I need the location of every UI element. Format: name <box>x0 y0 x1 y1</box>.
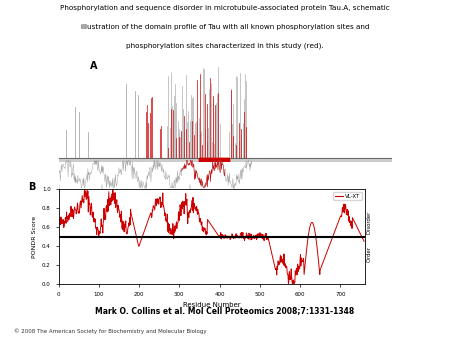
Text: A: A <box>90 61 97 71</box>
Y-axis label: Order        Disorder: Order Disorder <box>367 211 372 262</box>
Text: illustration of the domain profile of Tau with all known phosphorylation sites a: illustration of the domain profile of Ta… <box>81 24 369 30</box>
Text: B: B <box>28 182 35 192</box>
Text: Mark O. Collins et al. Mol Cell Proteomics 2008;7:1331-1348: Mark O. Collins et al. Mol Cell Proteomi… <box>95 306 355 315</box>
Y-axis label: PONDR Score: PONDR Score <box>32 216 36 258</box>
X-axis label: Residue Number: Residue Number <box>183 302 240 308</box>
Bar <box>199 158 230 162</box>
Bar <box>58 158 392 162</box>
Bar <box>199 158 230 162</box>
Text: phosphorylation sites characterized in this study (red).: phosphorylation sites characterized in t… <box>126 42 324 49</box>
Legend: VL-XT: VL-XT <box>333 192 362 200</box>
Text: Phosphorylation and sequence disorder in microtubule-associated protein Tau.A, s: Phosphorylation and sequence disorder in… <box>60 5 390 11</box>
Text: © 2008 The American Society for Biochemistry and Molecular Biology: © 2008 The American Society for Biochemi… <box>14 328 206 334</box>
